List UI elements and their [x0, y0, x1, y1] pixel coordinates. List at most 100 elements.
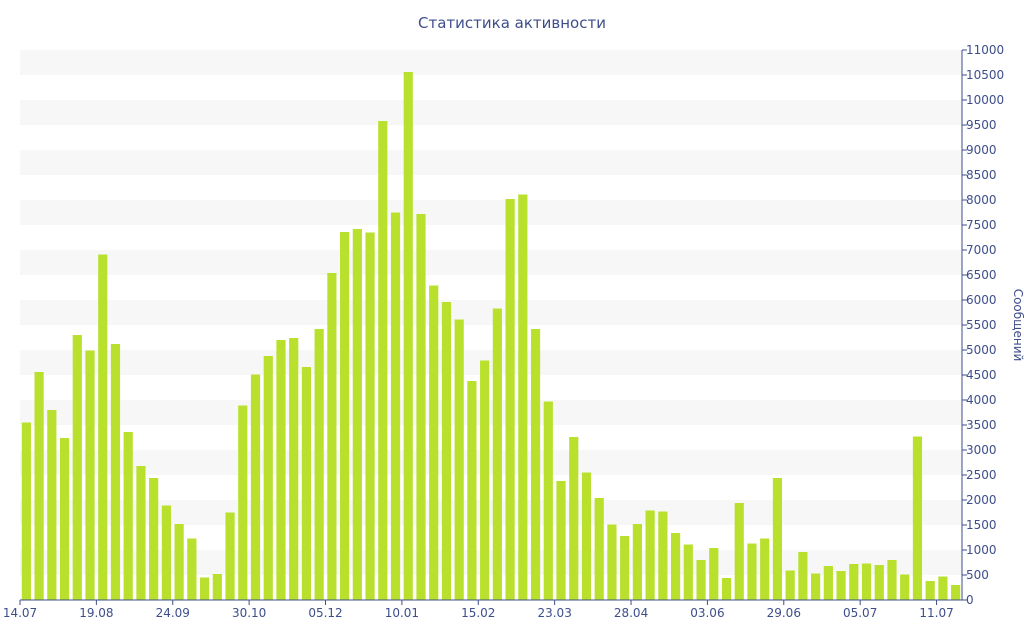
bar[interactable]: [110, 344, 121, 600]
x-tick-label: 11.07: [919, 606, 953, 620]
bar[interactable]: [556, 481, 566, 600]
bar[interactable]: [276, 340, 286, 600]
y-tick-label: 3000: [966, 443, 997, 457]
bar[interactable]: [811, 573, 821, 601]
bar[interactable]: [225, 512, 235, 601]
bar[interactable]: [823, 566, 833, 600]
x-tick-label: 05.07: [843, 606, 877, 620]
x-tick-label: 03.06: [690, 606, 724, 620]
bar[interactable]: [340, 232, 350, 600]
bar[interactable]: [390, 212, 401, 601]
bar[interactable]: [21, 422, 31, 601]
bar[interactable]: [161, 505, 171, 601]
bar[interactable]: [772, 478, 783, 600]
bar[interactable]: [187, 538, 197, 601]
bar[interactable]: [620, 536, 630, 600]
y-tick-label: 1500: [966, 518, 997, 532]
bar[interactable]: [900, 574, 910, 601]
grid-band: [20, 500, 962, 525]
bar[interactable]: [149, 478, 159, 600]
grid-band: [20, 300, 962, 325]
x-tick-label: 10.01: [385, 606, 419, 620]
bar[interactable]: [925, 581, 935, 600]
y-tick-label: 2500: [966, 468, 997, 482]
bar[interactable]: [798, 552, 808, 600]
y-tick-label: 8500: [966, 168, 997, 182]
y-tick-label: 6000: [966, 293, 997, 307]
bar[interactable]: [569, 437, 579, 600]
bar[interactable]: [874, 565, 884, 600]
bar[interactable]: [594, 498, 604, 600]
bar[interactable]: [492, 308, 502, 601]
y-tick-label: 5000: [966, 343, 997, 357]
y-tick-label: 7000: [966, 243, 997, 257]
bar[interactable]: [416, 214, 426, 600]
bar[interactable]: [365, 232, 375, 601]
grid-band: [20, 450, 962, 475]
y-tick-label: 3500: [966, 418, 997, 432]
bar[interactable]: [543, 401, 553, 601]
bar[interactable]: [403, 72, 413, 600]
bar[interactable]: [632, 524, 642, 600]
bar[interactable]: [887, 560, 897, 600]
bar[interactable]: [683, 544, 693, 601]
bar[interactable]: [352, 229, 362, 600]
grid-band: [20, 350, 962, 375]
bar[interactable]: [200, 577, 210, 601]
bar[interactable]: [938, 576, 948, 601]
y-tick-label: 9000: [966, 143, 997, 157]
bar[interactable]: [836, 571, 846, 600]
bar[interactable]: [174, 524, 184, 600]
bar[interactable]: [59, 438, 70, 600]
bar[interactable]: [34, 372, 44, 600]
y-tick-label: 2000: [966, 493, 997, 507]
bar[interactable]: [136, 466, 146, 600]
x-tick-label: 30.10: [232, 606, 266, 620]
bar[interactable]: [314, 329, 324, 600]
bar[interactable]: [645, 510, 655, 601]
bar[interactable]: [912, 436, 923, 601]
bar[interactable]: [518, 194, 528, 601]
y-tick-label: 9500: [966, 118, 997, 132]
bar[interactable]: [530, 329, 541, 600]
bar[interactable]: [721, 578, 732, 600]
bar[interactable]: [709, 548, 719, 600]
x-tick-label: 28.04: [614, 606, 648, 620]
bar[interactable]: [581, 472, 592, 601]
x-tick-label: 23.03: [537, 606, 571, 620]
bar[interactable]: [734, 503, 744, 600]
y-tick-label: 6500: [966, 268, 997, 282]
bar[interactable]: [378, 121, 388, 600]
bar[interactable]: [212, 574, 222, 600]
bar[interactable]: [327, 273, 337, 600]
bar[interactable]: [289, 338, 299, 600]
bar[interactable]: [98, 254, 108, 601]
bar[interactable]: [429, 285, 439, 601]
bar[interactable]: [72, 335, 82, 600]
bar[interactable]: [467, 381, 477, 600]
bar[interactable]: [238, 405, 248, 601]
bar[interactable]: [47, 410, 57, 600]
grid-bands: [20, 50, 962, 575]
bar[interactable]: [454, 319, 464, 601]
bar[interactable]: [760, 538, 770, 601]
grid-band: [20, 550, 962, 575]
bar[interactable]: [301, 367, 312, 600]
bar[interactable]: [849, 564, 859, 600]
bar[interactable]: [696, 560, 706, 600]
bar[interactable]: [250, 374, 261, 601]
bar[interactable]: [441, 302, 452, 600]
bar[interactable]: [785, 570, 795, 601]
bar[interactable]: [658, 511, 668, 601]
bar[interactable]: [671, 533, 681, 600]
bar[interactable]: [951, 585, 961, 600]
y-axis-ticks: 0 500 1000 1500 2000 2500 3000 3500 4000 4500 5000…: [962, 43, 1004, 607]
bar[interactable]: [505, 199, 515, 600]
bar[interactable]: [123, 432, 133, 600]
bar[interactable]: [747, 543, 757, 601]
bar[interactable]: [263, 356, 273, 600]
bar[interactable]: [607, 524, 617, 601]
bar[interactable]: [861, 563, 872, 601]
bar[interactable]: [480, 360, 490, 601]
bar[interactable]: [85, 350, 95, 601]
